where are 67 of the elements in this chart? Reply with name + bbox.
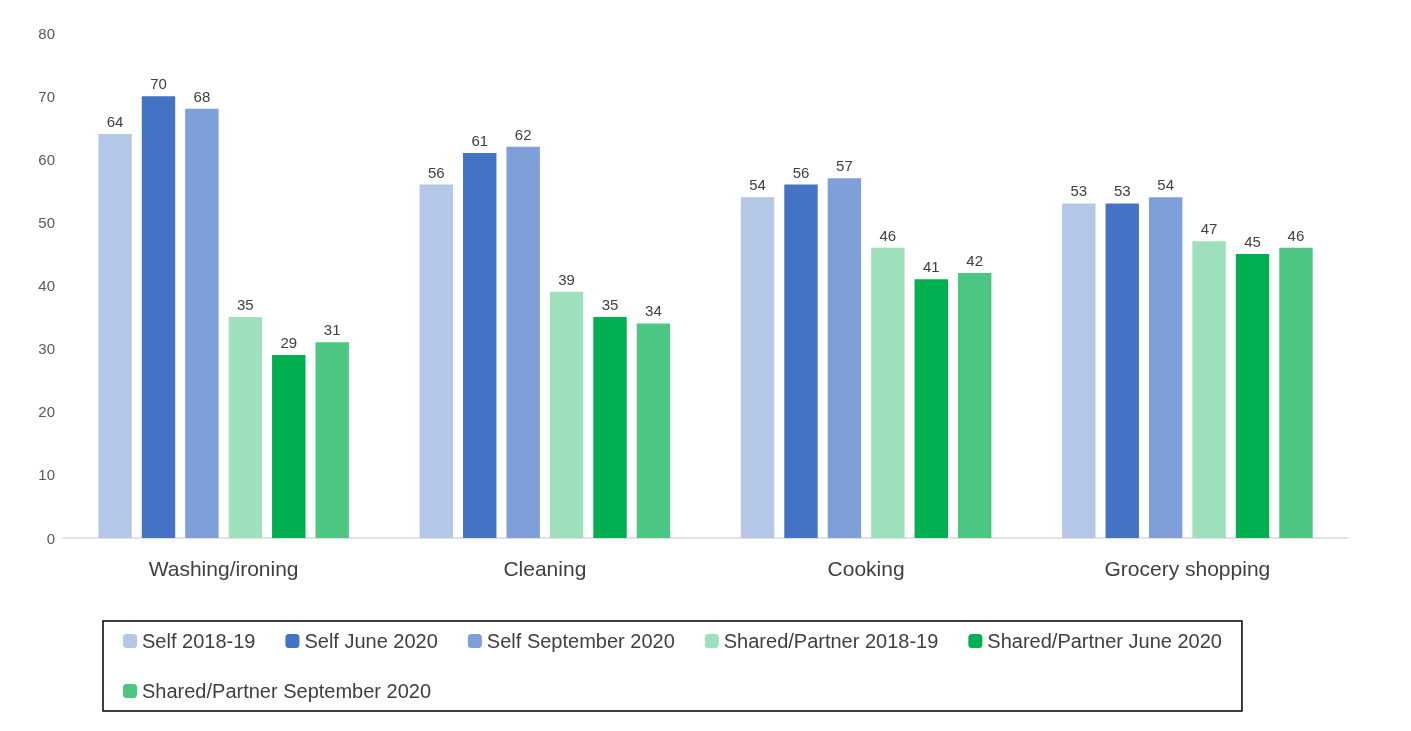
data-label: 54 [749,176,766,194]
bar [1235,253,1270,538]
bar [315,342,349,538]
bar [593,317,627,538]
data-label: 53 [1070,182,1088,200]
data-label: 61 [471,131,489,149]
y-tick-label: 50 [38,213,55,231]
data-label: 42 [966,251,984,269]
y-tick-label: 80 [38,24,55,42]
data-label: 53 [1113,182,1131,200]
bar [1192,241,1226,538]
data-label: 35 [237,296,254,314]
data-label: 35 [601,296,619,314]
y-tick-label: 40 [38,277,55,294]
y-tick-label: 60 [38,150,55,168]
bar [1062,203,1096,538]
bar [1148,197,1183,538]
data-label: 34 [645,302,662,320]
x-tick-label: Cooking [827,557,905,580]
y-tick-label: 20 [38,403,55,421]
bar [636,323,671,538]
bar [914,279,948,538]
bar [958,272,992,538]
bar [740,197,775,538]
data-label: 70 [150,75,167,93]
bar [463,152,497,538]
data-label: 39 [558,270,575,288]
bar [141,96,176,538]
bar [1105,203,1139,538]
data-label: 41 [922,258,940,276]
legend-label: Shared/Partner September 2020 [142,680,432,702]
data-label: 68 [193,87,211,105]
legend-label: Shared/Partner June 2020 [987,630,1222,652]
data-label: 29 [280,333,298,351]
data-label: 46 [1287,226,1305,244]
x-tick-label: Cleaning [503,557,587,580]
bar [185,108,219,538]
x-tick-label: Washing/ironing [148,557,299,580]
data-label: 56 [427,163,445,181]
legend-label: Self 2018-19 [142,630,256,652]
legend-label: Self June 2020 [304,630,438,652]
bar [827,178,862,538]
bar [272,354,306,538]
data-label: 47 [1200,220,1218,238]
bar [549,291,584,538]
data-label: 64 [106,113,124,130]
data-label: 56 [792,163,810,181]
bar [506,146,540,538]
bar [228,317,263,538]
data-label: 62 [514,125,532,143]
bar [871,247,905,538]
x-tick-label: Grocery shopping [1104,557,1271,580]
y-tick-label: 10 [38,466,55,484]
y-tick-label: 30 [38,340,55,358]
data-label: 46 [879,226,897,244]
data-label: 31 [323,321,341,339]
data-label: 57 [836,157,853,175]
legend-label: Shared/Partner 2018-19 [723,630,939,652]
legend-label: Self September 2020 [486,630,675,652]
bar [98,134,132,538]
data-label: 45 [1244,232,1261,250]
bar [784,184,818,538]
bar [1279,247,1313,538]
y-tick-label: 70 [38,87,55,105]
data-label: 54 [1157,176,1174,194]
y-tick-label: 0 [46,529,55,547]
bar [419,184,453,538]
